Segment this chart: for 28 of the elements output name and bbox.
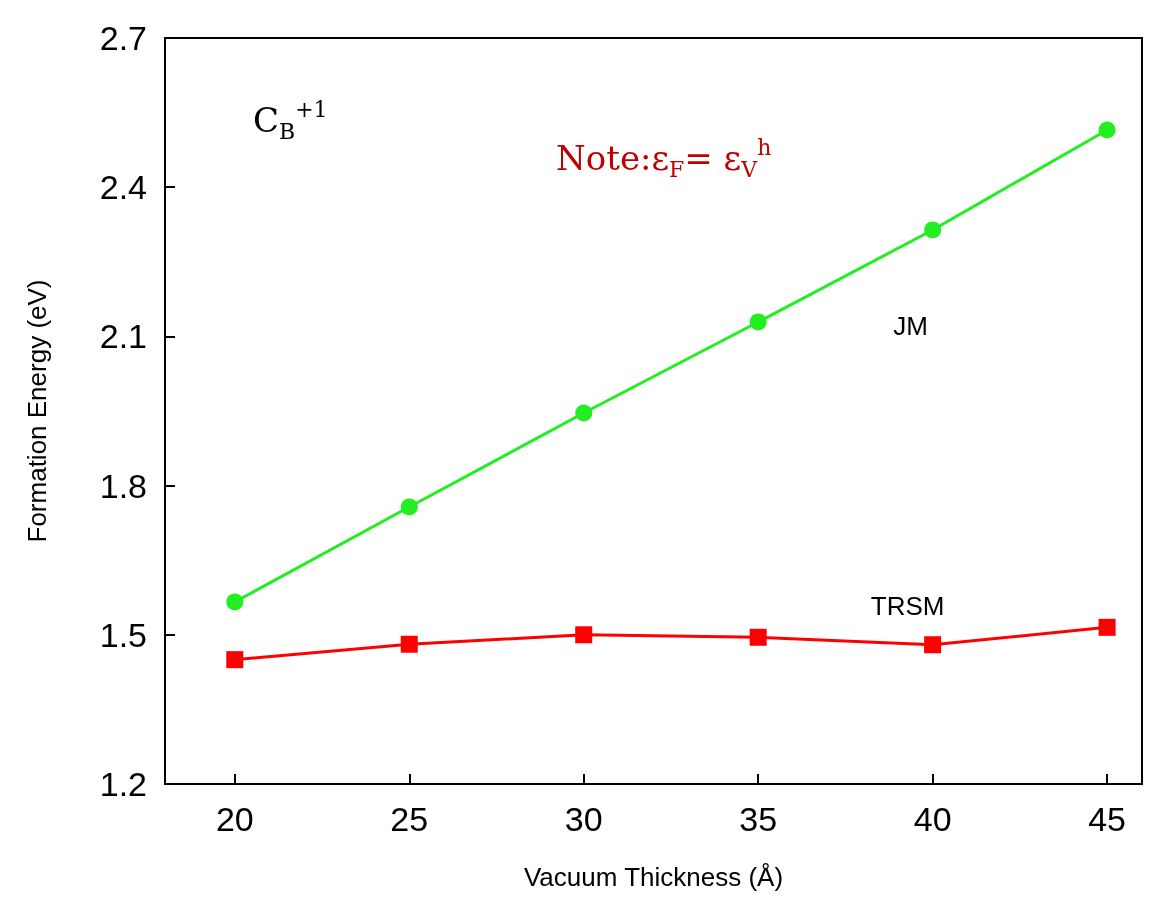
x-tick-label: 30 bbox=[564, 800, 603, 838]
point bbox=[749, 628, 767, 646]
point bbox=[924, 636, 942, 654]
point bbox=[749, 313, 767, 331]
y-tick-label: 2.7 bbox=[99, 19, 147, 57]
y-tick-label: 2.4 bbox=[99, 168, 147, 207]
x-axis-title: Vacuum Thickness (Å) bbox=[523, 862, 784, 892]
point bbox=[226, 593, 244, 611]
point bbox=[1098, 618, 1116, 636]
point bbox=[575, 626, 593, 644]
x-tick-label: 35 bbox=[739, 800, 778, 838]
y-tick-label: 1.2 bbox=[99, 765, 147, 803]
point bbox=[1098, 121, 1116, 139]
x-tick-label: 40 bbox=[913, 800, 952, 838]
x-tick-label: 20 bbox=[215, 800, 254, 838]
y-tick-label: 1.5 bbox=[99, 615, 147, 654]
y-tick-label: 2.1 bbox=[99, 317, 147, 356]
y-tick-label: 1.8 bbox=[99, 466, 147, 505]
y-axis-title: Formation Energy (eV) bbox=[22, 279, 52, 543]
point bbox=[924, 221, 942, 239]
point bbox=[400, 498, 418, 516]
point bbox=[226, 651, 244, 669]
x-tick-label: 45 bbox=[1088, 800, 1127, 838]
text: JM bbox=[893, 311, 928, 342]
point bbox=[575, 404, 593, 422]
x-tick-label: 25 bbox=[390, 800, 429, 838]
point bbox=[400, 635, 418, 653]
series-label: TRSM bbox=[870, 591, 945, 622]
